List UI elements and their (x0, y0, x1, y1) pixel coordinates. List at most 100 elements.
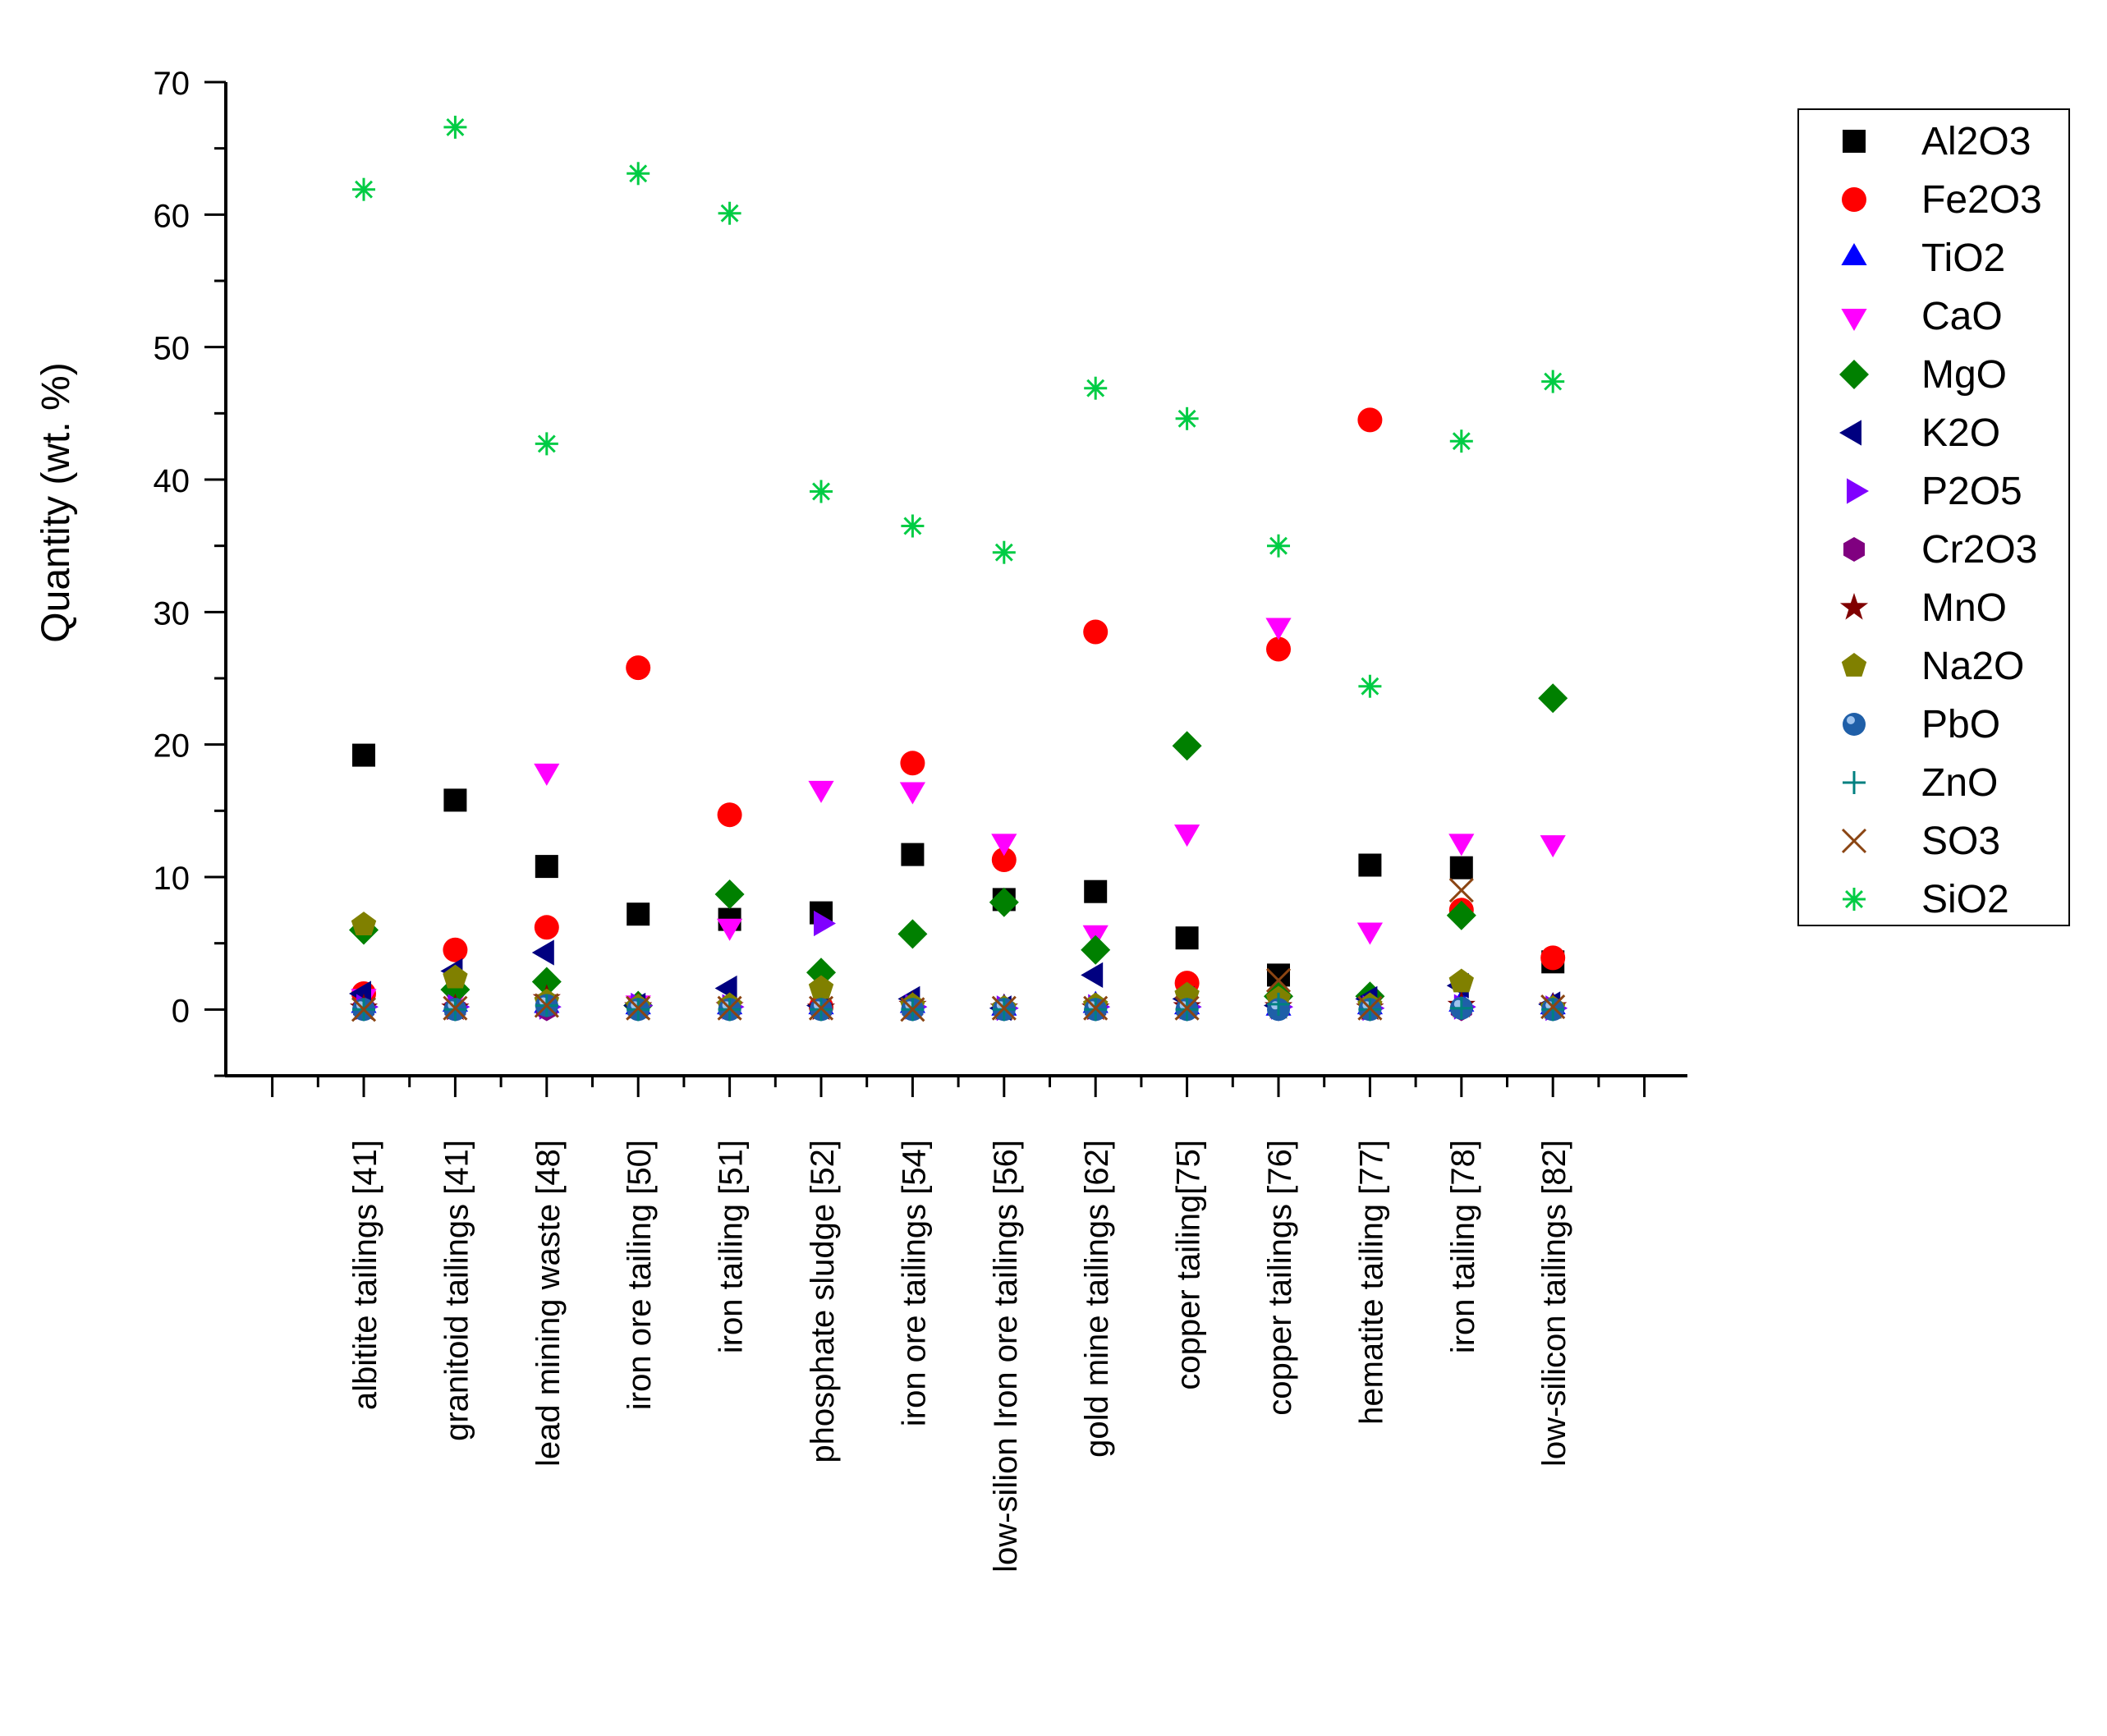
legend-marker-so3 (1841, 828, 1867, 854)
point-k2o (1081, 962, 1104, 988)
legend-marker-pbo (1843, 713, 1866, 736)
x-tick-label: low-silion Iron ore tailings [56] (988, 1140, 1024, 1573)
legend-marker-mno (1839, 593, 1869, 620)
point-mgo (897, 919, 928, 949)
point-sio2 (1175, 406, 1199, 430)
legend-label-al2o3: Al2O3 (1921, 120, 2031, 163)
point-al2o3 (1358, 853, 1382, 877)
point-fe2o3 (1540, 945, 1566, 971)
x-tick-label: phosphate sludge [52] (805, 1140, 841, 1463)
point-fe2o3 (900, 751, 925, 776)
x-tick-label: low-silicon tailings [82] (1536, 1140, 1572, 1467)
legend-marker-na2o (1841, 653, 1867, 677)
series-na2o (351, 912, 1566, 1019)
point-na2o (443, 964, 468, 989)
point-sio2 (1449, 429, 1473, 453)
legend-label-pbo: PbO (1921, 703, 2000, 746)
y-tick-label: 20 (154, 728, 191, 765)
x-tick-label: copper tailings [76] (1262, 1140, 1298, 1416)
point-sio2 (810, 480, 833, 503)
legend-label-p2o5: P2O5 (1921, 470, 2022, 513)
series-mgo (349, 683, 1568, 1021)
point-sio2 (1358, 674, 1382, 698)
legend-label-k2o: K2O (1921, 411, 2000, 455)
point-so3 (626, 995, 651, 1021)
point-fe2o3 (443, 937, 468, 962)
data-points (349, 115, 1568, 1022)
series-fe2o3 (351, 407, 1566, 1020)
point-mgo (714, 879, 745, 909)
legend-label-mno: MnO (1921, 586, 2007, 630)
point-mgo (531, 967, 562, 997)
legend-marker-al2o3 (1843, 130, 1866, 153)
point-cao (1356, 922, 1383, 945)
x-tick-label: iron ore tailings [54] (896, 1140, 932, 1426)
point-cao (1448, 834, 1475, 857)
point-so3 (717, 995, 742, 1021)
y-axis-label: Quantity (wt. %) (34, 362, 78, 642)
point-cao (991, 834, 1017, 857)
point-sio2 (443, 115, 467, 139)
point-sio2 (1084, 376, 1108, 400)
x-tick-label: albitite tailings [41] (347, 1140, 383, 1410)
point-al2o3 (627, 902, 650, 926)
point-sio2 (1541, 370, 1565, 393)
point-fe2o3 (717, 802, 742, 828)
point-sio2 (352, 177, 375, 201)
point-so3 (1174, 995, 1200, 1021)
point-fe2o3 (534, 915, 559, 940)
point-na2o (351, 912, 377, 935)
x-tick-label: iron tailing [78] (1445, 1140, 1481, 1353)
legend-marker-zno (1843, 771, 1866, 794)
y-tick-label: 40 (154, 463, 191, 499)
x-tick-label: gold mine tailings [62] (1079, 1140, 1115, 1458)
legend-marker-cr2o3 (1843, 537, 1865, 562)
legend-label-cr2o3: Cr2O3 (1921, 528, 2037, 572)
point-so3 (1357, 995, 1383, 1021)
legend-label-tio2: TiO2 (1921, 237, 2005, 280)
legend-label-sio2: SiO2 (1921, 878, 2009, 921)
axes (224, 82, 1687, 1077)
point-so3 (1083, 995, 1109, 1021)
legend-box (1797, 108, 2070, 926)
x-tick-label: granitoid tailings [41] (438, 1140, 475, 1441)
point-mgo (1081, 935, 1111, 965)
point-zno (1541, 998, 1565, 1022)
point-fe2o3 (1083, 619, 1109, 645)
point-sio2 (627, 162, 650, 186)
point-so3 (1265, 967, 1292, 993)
legend-marker-fe2o3 (1842, 187, 1866, 212)
point-sio2 (992, 540, 1016, 564)
point-cao (717, 918, 743, 941)
point-al2o3 (352, 743, 375, 767)
point-so3 (534, 993, 559, 1018)
series-cao (351, 618, 1566, 1018)
point-zno (1267, 992, 1290, 1016)
x-tick-label: hematite tailing [77] (1353, 1140, 1389, 1425)
series-mno (349, 984, 1568, 1021)
point-fe2o3 (626, 655, 651, 681)
point-na2o (1174, 981, 1200, 1006)
legend-marker-cao (1841, 309, 1867, 331)
point-mgo (806, 958, 836, 988)
point-cao (1265, 618, 1292, 641)
point-cao (808, 780, 834, 803)
series-al2o3 (352, 743, 1565, 987)
x-tick-label: copper tailing[75] (1171, 1140, 1207, 1390)
series-so3 (351, 878, 1566, 1022)
point-cao (1174, 824, 1200, 847)
y-tick-label: 50 (154, 331, 191, 367)
legend-label-fe2o3: Fe2O3 (1921, 178, 2042, 222)
y-tick-label: 10 (154, 861, 191, 897)
point-mgo (1446, 900, 1476, 930)
point-cao (1540, 835, 1566, 858)
point-zno (1449, 996, 1473, 1020)
legend-label-so3: SO3 (1921, 820, 2000, 863)
point-sio2 (1267, 534, 1290, 558)
series-tio2 (351, 989, 1566, 1016)
point-k2o (531, 939, 554, 966)
x-tick-label: lead mining waste [48] (530, 1140, 567, 1467)
x-tick-label: iron ore tailing [50] (622, 1140, 658, 1410)
point-sio2 (718, 201, 741, 225)
legend-marker-p2o5 (1847, 478, 1869, 504)
